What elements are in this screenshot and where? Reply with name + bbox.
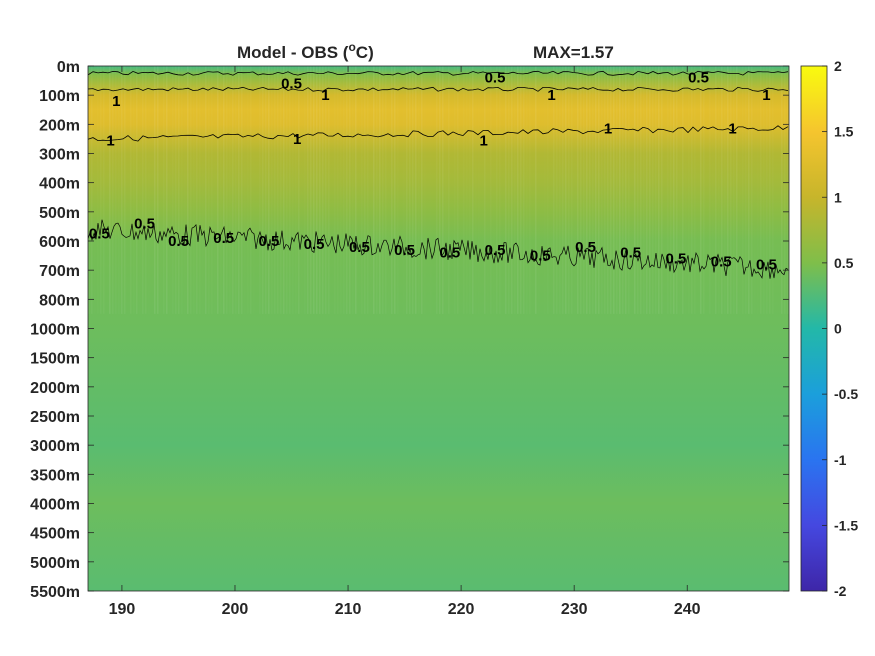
y-tick-label: 400m	[39, 176, 80, 193]
contour-label: 0.5	[89, 226, 110, 243]
y-tick-label: 4000m	[30, 497, 80, 514]
contour-lines	[88, 70, 789, 279]
colorbar-tick-label: 1.5	[834, 124, 854, 140]
contour-label: 1	[106, 132, 114, 149]
contour-label: 1	[604, 121, 612, 138]
y-tick-label: 500m	[39, 205, 80, 222]
y-tick-label: 3500m	[30, 467, 80, 484]
y-tick-label: 0m	[57, 59, 80, 76]
plot-area: 0.5 0.5 0.5 1 1 1 1 1 1 1 1 1 0.5 0.5 0.5 0.5 0.5 0.5 0.5 0…	[88, 66, 789, 591]
contour-label: 0.5	[304, 236, 325, 253]
contour-label: 0.5	[688, 70, 709, 87]
contour-label: 0.5	[756, 256, 777, 273]
colorbar-tick-label: -0.5	[834, 386, 858, 402]
x-tick-label: 220	[448, 601, 475, 618]
contour-label: 0.5	[530, 248, 551, 265]
x-tick-label: 190	[109, 601, 136, 618]
contour-label: 0.5	[620, 245, 641, 262]
y-tick-label: 3000m	[30, 438, 80, 455]
contour-label: 1	[762, 87, 770, 104]
contour-label: 1	[321, 87, 329, 104]
y-tick-label: 5500m	[30, 584, 80, 601]
chart-annotation-max: MAX=1.57	[533, 43, 614, 62]
contour-label: 0.5	[134, 216, 155, 233]
contour-label: 0.5	[665, 251, 686, 268]
y-tick-label: 4500m	[30, 526, 80, 543]
colorbar-tick-label: 2	[834, 58, 842, 74]
y-tick-label: 700m	[39, 263, 80, 280]
contour-label: 1	[728, 121, 736, 138]
contour-label: 0.5	[485, 70, 506, 87]
x-tick-label: 230	[561, 601, 588, 618]
contour-label: 0.5	[711, 253, 732, 270]
contour-label: 0.5	[213, 230, 234, 247]
contour-label: 0.5	[168, 233, 189, 250]
contour-label: 1	[480, 132, 488, 149]
contour-label: 0.5	[485, 242, 506, 259]
colorbar: 2 1.5 1 0.5 0 -0.5 -1 -1.5 -2	[800, 58, 858, 599]
colorbar-tick-label: -1	[834, 452, 847, 468]
heatmap-texture	[109, 66, 783, 314]
y-tick-label: 300m	[39, 147, 80, 164]
y-tick-label: 200m	[39, 117, 80, 134]
x-tick-label: 200	[222, 601, 249, 618]
y-axis: 0m 100m 200m 300m 400m 500m 600m 700m 800m 1000m 1…	[30, 59, 789, 601]
contour-label: 0.5	[281, 76, 302, 93]
contour-label: 0.5	[349, 239, 370, 256]
y-tick-label: 5000m	[30, 555, 80, 572]
contour-label: 0.5	[394, 242, 415, 259]
heatmap-field	[88, 66, 789, 591]
contour-label: 0.5	[575, 239, 596, 256]
colorbar-ticks: 2 1.5 1 0.5 0 -0.5 -1 -1.5 -2	[822, 58, 858, 599]
y-tick-label: 2000m	[30, 380, 80, 397]
contour-label: 1	[293, 131, 301, 148]
colorbar-tick-label: 0.5	[834, 255, 854, 271]
colorbar-tick-label: -2	[834, 583, 847, 599]
contour-label: 0.5	[439, 245, 460, 262]
x-axis: 190 200 210 220 230 240	[109, 66, 701, 618]
x-tick-label: 240	[674, 601, 701, 618]
x-tick-label: 210	[335, 601, 362, 618]
y-tick-label: 800m	[39, 292, 80, 309]
contour-labels: 0.5 0.5 0.5 1 1 1 1 1 1 1 1 1 0.5 0.5 0.5 0.5 0.5 0.5 0.5 0…	[89, 70, 777, 274]
contour-label: 0.5	[258, 233, 279, 250]
colorbar-tick-label: 1	[834, 189, 842, 205]
y-tick-label: 600m	[39, 234, 80, 251]
contour-label: 1	[547, 87, 555, 104]
chart-title: Model - OBS (oC)	[237, 40, 374, 62]
y-tick-label: 2500m	[30, 409, 80, 426]
y-tick-label: 1000m	[30, 322, 80, 339]
contour-label: 1	[112, 93, 120, 110]
colorbar-tick-label: 0	[834, 321, 842, 337]
colorbar-tick-label: -1.5	[834, 517, 858, 533]
y-tick-label: 100m	[39, 88, 80, 105]
y-tick-label: 1500m	[30, 351, 80, 368]
